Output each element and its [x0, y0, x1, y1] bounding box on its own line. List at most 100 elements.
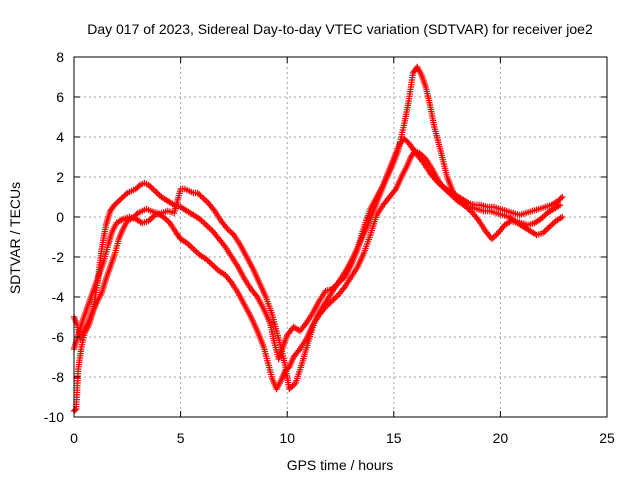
data-point [361, 227, 369, 235]
data-layer [70, 63, 566, 415]
y-axis-label: SDTVAR / TECUs [7, 182, 23, 294]
data-point [411, 148, 419, 156]
data-point [411, 66, 419, 74]
data-point [104, 244, 111, 251]
data-point [240, 299, 247, 307]
data-point [402, 165, 409, 173]
data-point [475, 201, 483, 209]
data-point [529, 220, 536, 227]
data-point [270, 337, 278, 344]
data-point [314, 299, 322, 307]
data-point [122, 191, 130, 198]
data-point [229, 230, 236, 237]
data-point [449, 187, 456, 195]
data-point [340, 285, 347, 292]
data-point [283, 333, 290, 341]
data-point [108, 229, 115, 237]
data-point [118, 227, 126, 235]
data-point [398, 173, 405, 181]
data-point [469, 201, 476, 208]
data-point [501, 207, 508, 214]
data-point [188, 244, 195, 251]
data-point [266, 317, 273, 325]
data-point [235, 239, 243, 247]
data-point [145, 206, 152, 214]
data-point [210, 206, 217, 213]
data-point [134, 184, 141, 191]
data-point [353, 265, 360, 273]
series-track-a [70, 147, 564, 415]
data-point [304, 340, 312, 347]
data-point [246, 283, 253, 291]
data-point [520, 210, 528, 217]
data-point [394, 149, 401, 157]
y-tick-label: -6 [52, 329, 65, 345]
data-point [512, 219, 519, 226]
data-point [268, 309, 275, 316]
data-point [301, 321, 309, 328]
data-point [106, 265, 113, 273]
data-point [272, 325, 280, 332]
data-point [220, 242, 228, 249]
data-point [495, 205, 502, 212]
data-point [240, 273, 247, 281]
y-tick-label: 6 [56, 89, 64, 105]
data-point [368, 211, 375, 219]
data-point [99, 259, 107, 267]
data-point [253, 325, 260, 333]
data-point [366, 234, 373, 241]
data-point [84, 319, 92, 327]
data-point [488, 203, 496, 211]
data-point [407, 142, 415, 150]
data-point [165, 218, 172, 225]
data-point [425, 167, 432, 175]
data-point [116, 196, 124, 203]
data-point [150, 186, 157, 193]
data-point [461, 202, 468, 209]
data-point [406, 155, 414, 163]
data-point [378, 203, 386, 211]
data-point [308, 311, 315, 319]
data-point [203, 198, 210, 205]
data-point [95, 271, 103, 279]
data-point [480, 225, 488, 233]
data-point [557, 214, 564, 222]
data-point [421, 81, 429, 89]
data-point [295, 347, 302, 354]
data-point [507, 209, 515, 216]
data-point [110, 253, 117, 261]
data-point [527, 208, 534, 215]
data-point [136, 208, 144, 216]
data-point [192, 189, 199, 197]
data-point [71, 406, 79, 414]
data-point [207, 260, 215, 267]
data-point [143, 218, 150, 225]
data-point [281, 359, 288, 366]
data-point [102, 223, 109, 231]
data-point [264, 357, 271, 364]
data-point [91, 283, 98, 291]
data-point [409, 72, 416, 79]
data-point [223, 224, 230, 231]
data-point [336, 277, 343, 285]
y-tick-label: -2 [52, 249, 65, 265]
data-point [311, 320, 318, 327]
x-tick-label: 25 [599, 430, 615, 446]
data-point [130, 215, 137, 222]
data-point [539, 204, 547, 211]
data-point [175, 232, 182, 240]
x-tick-label: 20 [493, 430, 509, 446]
data-point [233, 287, 241, 295]
data-point [402, 137, 410, 144]
x-axis-label: GPS time / hours [287, 457, 394, 473]
x-tick-label: 15 [386, 430, 402, 446]
data-point [474, 216, 482, 223]
data-point [133, 211, 140, 218]
data-point [289, 355, 296, 363]
data-point [197, 192, 204, 199]
data-point [121, 192, 128, 199]
data-point [417, 69, 424, 77]
data-point [276, 379, 283, 387]
data-point [216, 215, 224, 223]
y-tick-label: -8 [52, 369, 65, 385]
